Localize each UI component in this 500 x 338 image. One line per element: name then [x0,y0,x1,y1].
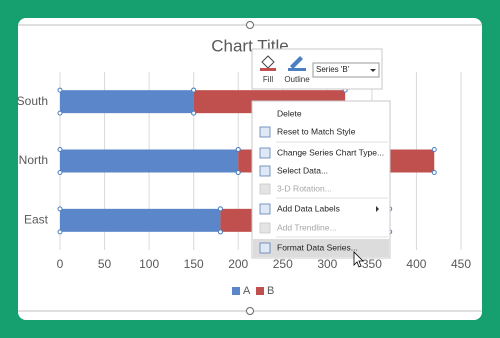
menu-item[interactable]: Format Data Series... [277,242,358,252]
x-tick-label: 450 [451,257,471,271]
legend-label: B [267,285,274,297]
mini-toolbar: Fill Outline Series 'B' [251,48,383,90]
menu-item[interactable]: Delete [277,108,302,118]
bar[interactable] [60,90,194,114]
x-tick-label: 50 [98,257,112,271]
selection-handle [235,170,241,175]
selection-handle [191,110,197,116]
x-tick-label: 350 [362,257,382,271]
selection-handle [235,147,241,152]
context-menu: Delete Reset to Match Style Change Series … [251,100,391,259]
legend-swatch [256,287,264,295]
x-tick-label: 150 [184,257,204,271]
menu-item: Add Trendline... [277,222,337,232]
menu-item[interactable]: Add Data Labels [277,203,340,213]
toolbar-button-label[interactable]: Outline [284,75,310,84]
x-tick-label: 200 [228,257,248,271]
fill-swatch [260,68,276,71]
x-tick-label: 0 [57,257,64,271]
selection-handle [57,87,63,93]
menu-item[interactable]: Change Series Chart Type... [277,147,384,157]
selection-handle [217,206,223,212]
menu-icon [259,147,271,159]
toolbar-button-label[interactable]: Fill [263,75,273,84]
menu-icon [259,165,271,177]
x-tick-label: 400 [406,257,426,271]
x-tick-label: 300 [317,257,337,271]
menu-item[interactable]: Reset to Match Style [277,126,356,136]
selection-handle [57,170,63,175]
outline-swatch [288,68,306,71]
selection-handle [191,87,197,93]
bar[interactable] [60,149,239,173]
menu-item: 3-D Rotation... [277,183,332,193]
legend-swatch [232,287,240,295]
menu-icon [259,203,271,215]
bar[interactable] [60,208,221,232]
resize-handle[interactable] [246,21,254,29]
selection-handle [57,229,63,235]
resize-handle[interactable] [246,307,254,315]
y-tick-label: North [19,153,48,167]
selection-handle [57,206,63,212]
menu-icon [259,183,271,195]
x-tick-label: 100 [139,257,159,271]
series-selector[interactable]: Series 'B' [316,65,350,74]
y-tick-label: South [17,94,48,108]
selection-handle [431,147,437,152]
selection-handle [57,110,63,116]
x-tick-label: 250 [273,257,293,271]
dropdown-arrow [370,69,376,72]
y-tick-label: East [24,213,49,227]
selection-handle [217,229,223,235]
menu-panel [251,100,391,259]
selection-handle [57,147,63,152]
menu-icon [259,222,271,234]
menu-icon [259,126,271,138]
outline-icon [290,56,303,69]
menu-icon [259,242,271,254]
fill-icon [261,55,275,69]
submenu-arrow [376,206,379,212]
mouse-cursor [353,251,364,268]
menu-item[interactable]: Select Data... [277,165,328,175]
legend-label: A [243,285,251,297]
selection-handle [431,170,437,175]
series-dropdown[interactable] [312,62,380,78]
